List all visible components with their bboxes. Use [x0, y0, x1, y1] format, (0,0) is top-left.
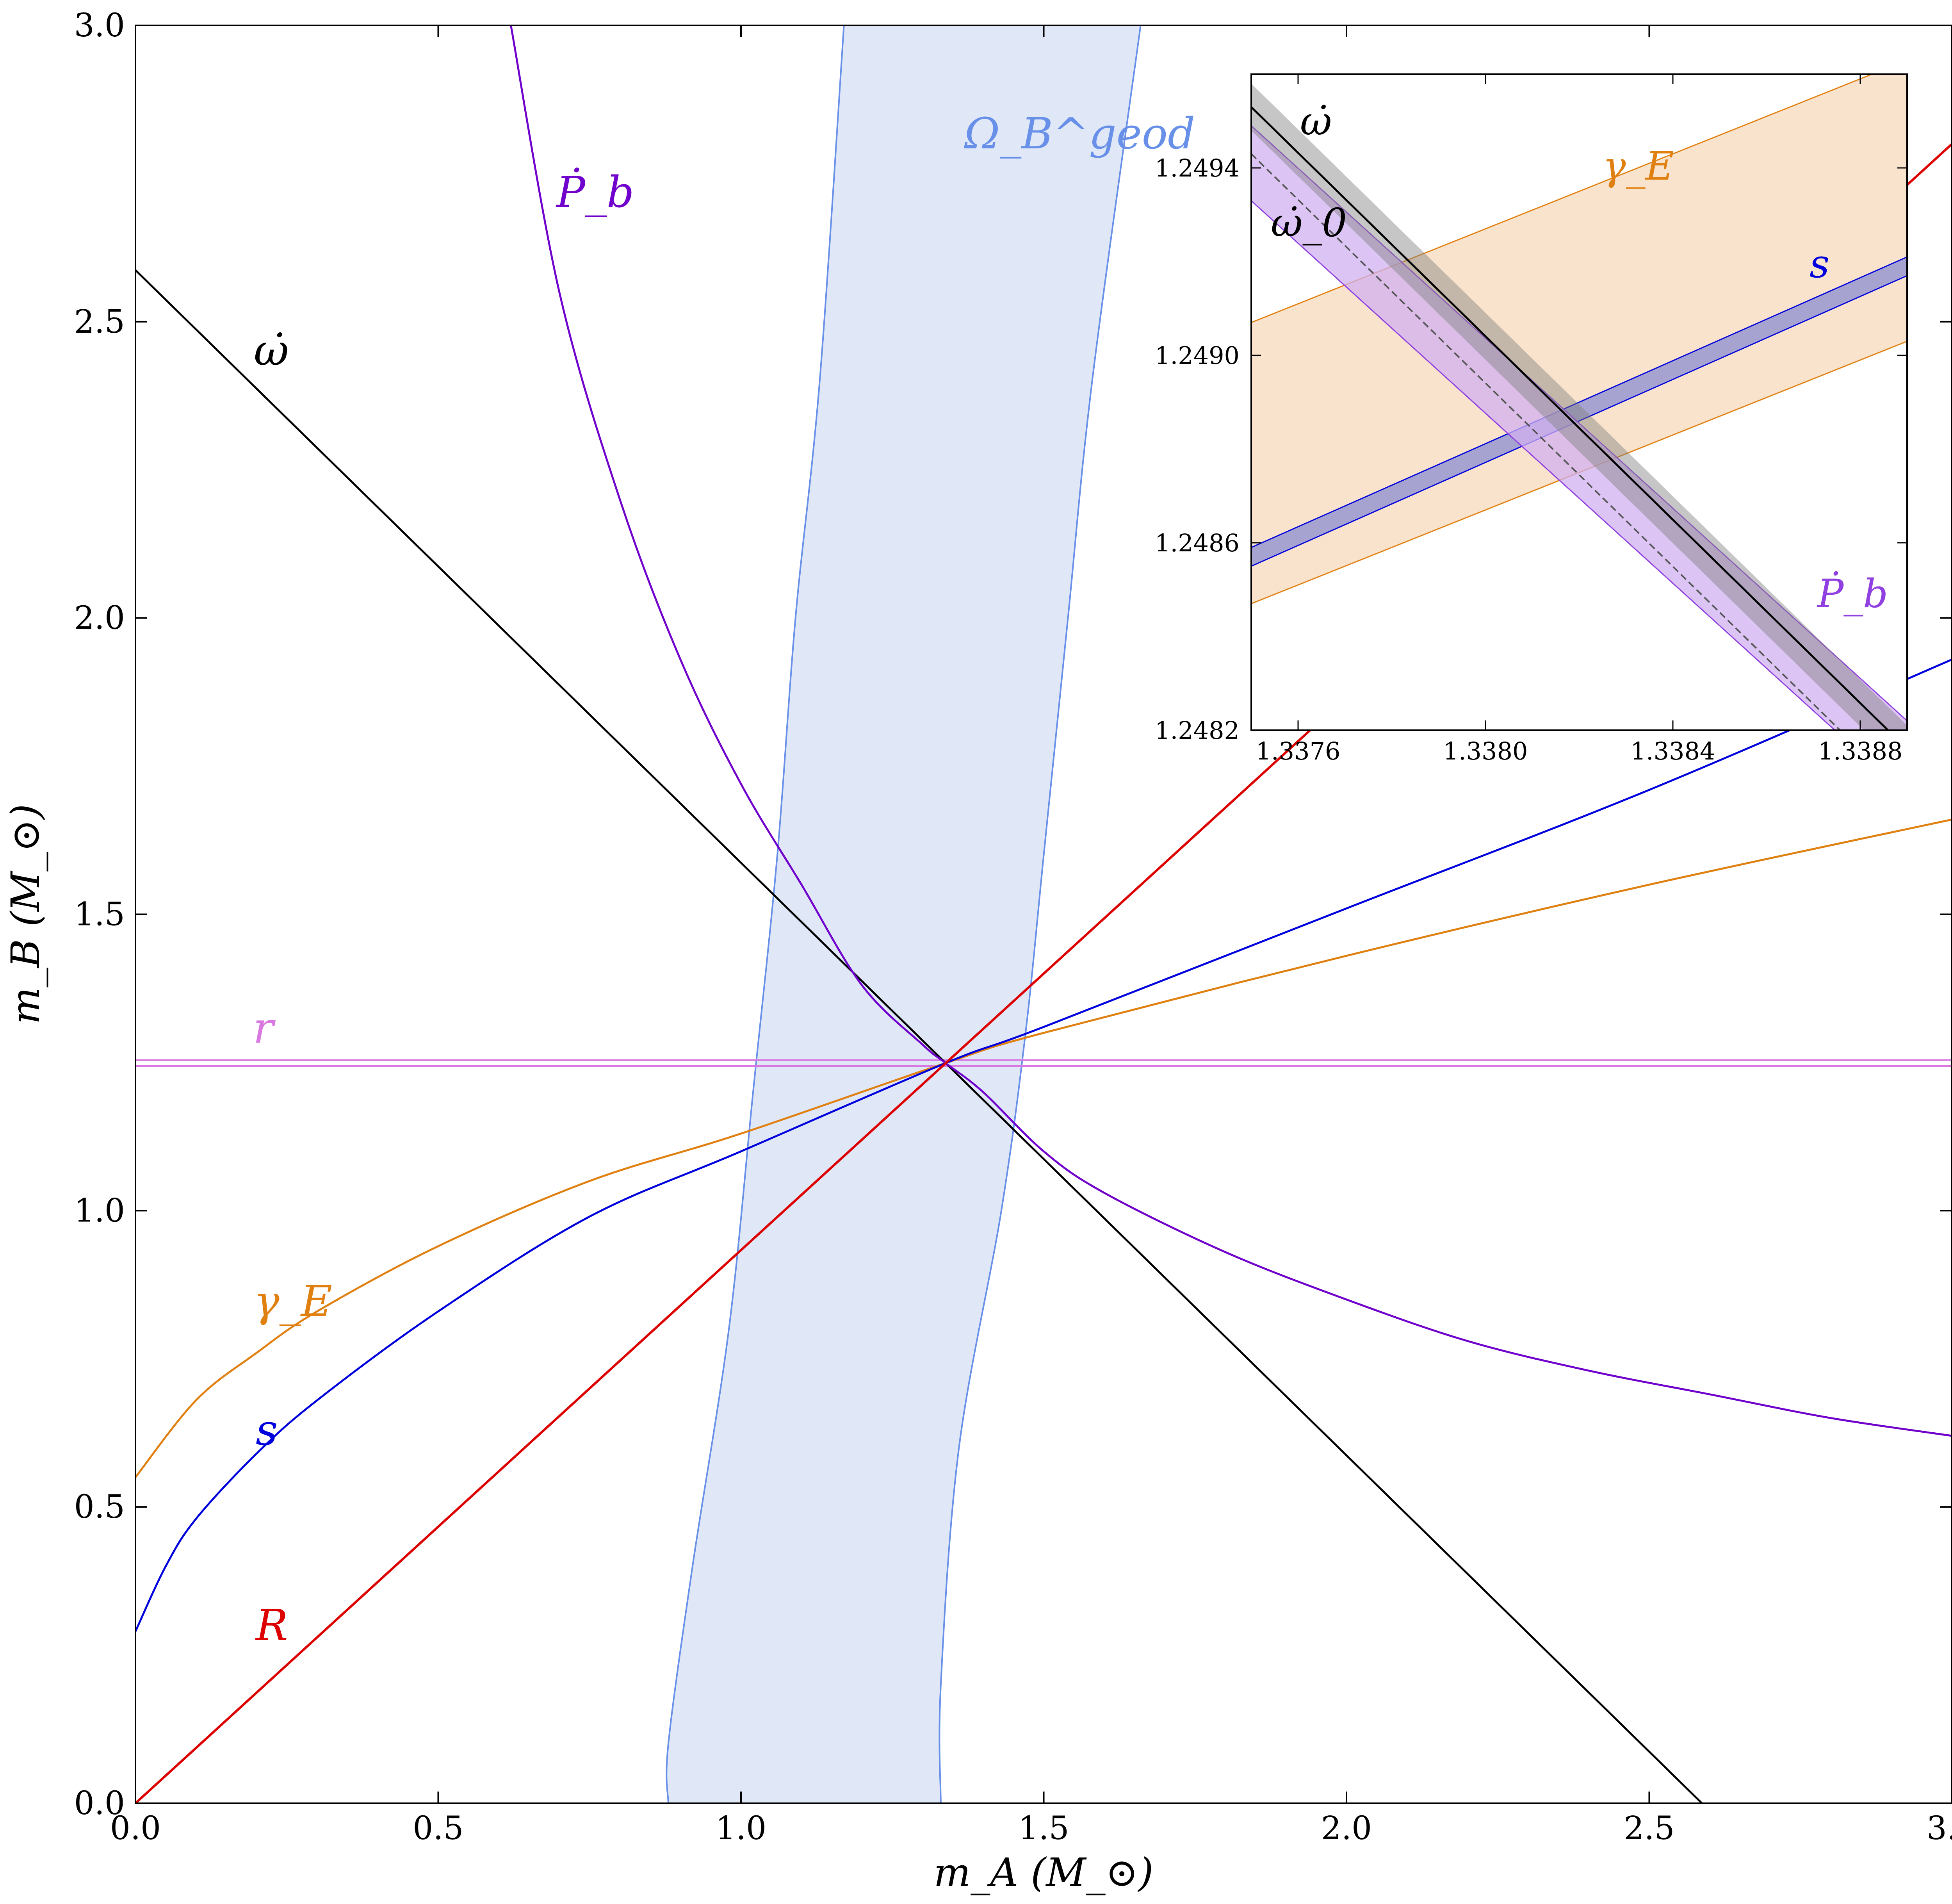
x-tick-label: 3.0: [1927, 1810, 1952, 1847]
x-axis-title: m_A (M_⊙): [933, 1850, 1153, 1895]
inset-x-tick-label: 1.3388: [1818, 737, 1903, 765]
inset-label-omega-dot: ω̇: [1300, 98, 1332, 144]
y-tick-label: 2.0: [74, 600, 125, 637]
inset-y-tick-label: 1.2490: [1155, 341, 1240, 370]
inset-frame: [1250, 73, 1908, 731]
label-omega-dot: ω̇: [254, 325, 289, 375]
inset-pb-dot-upper-edge: [1251, 125, 1907, 722]
omega-geod-band: [666, 25, 1141, 1803]
x-tick-label: 1.5: [1018, 1810, 1069, 1847]
y-tick-label: 1.0: [74, 1192, 125, 1229]
x-tick-label: 2.0: [1321, 1810, 1372, 1847]
y-tick-label: 0.0: [74, 1785, 125, 1822]
inset-y-tick-labels: 1.2482 1.2486 1.2490 1.2494: [1155, 154, 1240, 745]
inset-gamma-e-band: [1251, 74, 1907, 604]
omega-geod-band-left-edge: [666, 25, 845, 1803]
inset-y-tick-label: 1.2482: [1155, 716, 1240, 745]
label-s: s: [256, 1405, 278, 1455]
omega-geod-band-right-edge: [939, 25, 1142, 1803]
s-curve: [135, 658, 1952, 1632]
inset-pb-dot-lower-edge: [1251, 200, 1836, 730]
x-tick-label: 2.5: [1624, 1810, 1674, 1847]
inset-s-upper-edge: [1251, 256, 1907, 548]
main-ticks: [135, 25, 1952, 1804]
x-tick-labels: 0.0 0.5 1.0 1.5 2.0 2.5 3.0: [110, 1810, 1952, 1847]
label-R: R: [255, 1600, 288, 1650]
label-r: r: [253, 1003, 276, 1053]
x-tick-label: 0.0: [110, 1810, 161, 1847]
inset-omega-dot-line: [1251, 106, 1890, 730]
inset-s-band: [1251, 257, 1907, 566]
inset-label-pb-dot: Ṗ_b: [1817, 571, 1888, 617]
inset-x-tick-labels: 1.3376 1.3380 1.3384 1.3388: [1256, 737, 1903, 765]
label-gamma-e: γ_E: [254, 1276, 332, 1326]
inset-omega-dot-band: [1251, 84, 1907, 730]
y-tick-label: 2.5: [74, 303, 125, 341]
inset-label-gamma-e: γ_E: [1603, 143, 1674, 189]
omega-dot-curve: [135, 269, 1703, 1803]
inset-x-tick-label: 1.3376: [1256, 737, 1341, 765]
y-tick-labels: 0.0 0.5 1.0 1.5 2.0 2.5 3.0: [74, 7, 125, 1822]
gamma-e-curve: [135, 818, 1952, 1478]
inset-label-s: s: [1810, 241, 1829, 287]
label-omega-geod: Ω_B^geod: [964, 109, 1195, 159]
y-tick-label: 0.5: [74, 1489, 125, 1526]
y-axis-title: m_B (M_⊙): [3, 804, 48, 1024]
inset-x-tick-label: 1.3380: [1443, 737, 1528, 765]
y-tick-label: 3.0: [74, 7, 125, 44]
inset-y-tick-label: 1.2486: [1155, 529, 1240, 557]
inset-y-tick-label: 1.2494: [1155, 154, 1240, 182]
x-tick-label: 1.0: [716, 1810, 766, 1847]
inset-plot-area: [1251, 74, 1907, 730]
inset-ticks: [1251, 74, 1907, 731]
y-tick-label: 1.5: [74, 896, 125, 933]
inset-x-tick-label: 1.3384: [1631, 737, 1715, 765]
pb-dot-curve: [510, 25, 1952, 1437]
x-tick-label: 0.5: [413, 1810, 463, 1847]
inset-label-omega-dot-0: ω̇_0: [1271, 200, 1347, 246]
inset-s-lower-edge: [1251, 275, 1907, 567]
label-pb-dot: Ṗ_b: [556, 167, 634, 217]
